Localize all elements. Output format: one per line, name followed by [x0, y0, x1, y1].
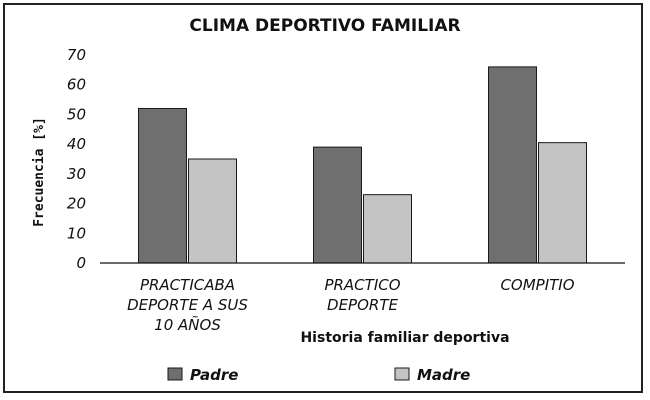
bar-madre: [363, 194, 412, 264]
category-label: 10 AÑOS: [154, 315, 221, 334]
category-label: DEPORTE A SUS: [127, 296, 248, 314]
legend-swatch-madre: [394, 367, 410, 381]
bar-padre: [138, 107, 187, 264]
x-axis-label: Historia familiar deportiva: [300, 330, 509, 346]
y-tick-label: 30: [67, 165, 86, 183]
y-tick-label: 70: [67, 46, 86, 64]
bars: [138, 66, 587, 264]
category-label: PRACTICABA: [140, 276, 235, 294]
y-tick-labels: 0 10 20 30 40 50 60 70: [67, 46, 86, 272]
y-tick-label: 20: [67, 195, 86, 213]
bar-padre: [313, 146, 362, 264]
y-axis-label: Frecuencia [%]: [32, 117, 47, 227]
bar-madre: [188, 158, 237, 264]
y-tick-label: 60: [67, 76, 86, 94]
y-tick-label: 10: [67, 224, 86, 242]
y-tick-label: 0: [76, 254, 86, 272]
y-tick-label: 40: [67, 135, 86, 153]
legend-swatch-padre: [167, 367, 183, 381]
category-label: DEPORTE: [327, 296, 398, 314]
chart-title: CLIMA DEPORTIVO FAMILIAR: [189, 16, 460, 36]
legend-label-madre: Madre: [417, 366, 470, 384]
y-tick-label: 50: [67, 105, 86, 123]
category-label: PRACTICO: [324, 276, 400, 294]
bar-padre: [488, 66, 537, 264]
legend: Padre Madre: [167, 366, 470, 384]
category-label: COMPITIO: [500, 276, 574, 294]
legend-label-padre: Padre: [190, 366, 238, 384]
bar-madre: [538, 142, 587, 264]
